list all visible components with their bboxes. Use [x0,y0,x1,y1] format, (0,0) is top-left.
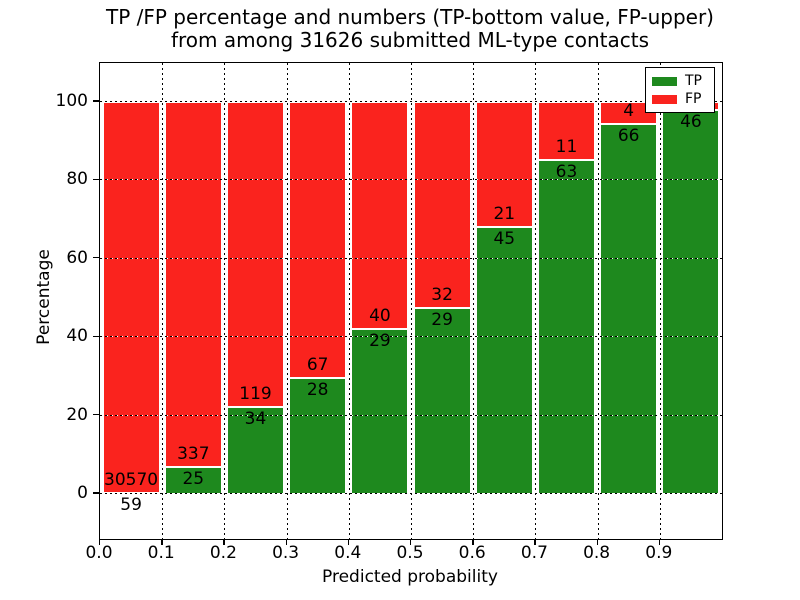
bar-segment-tp [662,110,720,494]
bar-label-tp: 29 [431,309,453,330]
y-tick [93,257,99,259]
bar-segment-fp [227,102,284,407]
gridline-v [224,63,226,539]
x-tick-label: 0.1 [147,543,175,563]
x-tick [285,539,287,545]
gridline-v [286,63,288,539]
gridline-v [162,63,164,539]
bar-label-tp: 34 [244,408,267,429]
bar-segment-fp [102,102,160,493]
y-tick-label: 20 [66,404,88,425]
y-tick [93,492,99,494]
chart-title-line1: TP /FP percentage and numbers (TP-bottom… [106,5,714,29]
gridline-v [348,63,350,539]
bar-label-tp: 29 [369,331,391,352]
bar-label-fp: 67 [306,355,329,376]
bar-segment-tp [538,160,595,494]
bar-segment-tp [351,329,409,494]
bar-label-fp: 337 [177,443,210,464]
x-tick [161,539,163,545]
bar-label-tp: 45 [493,228,516,249]
y-tick-label: 40 [66,326,88,347]
x-tick [472,539,474,545]
x-tick [658,539,661,545]
x-tick-label: 0.8 [583,543,611,563]
x-tick-label: 0.5 [396,543,424,563]
bar-label-fp: 40 [369,306,391,327]
x-tick [596,539,598,545]
y-tick [93,335,99,337]
x-tick-label: 0.6 [458,543,486,563]
x-tick [99,539,101,545]
bar-segment-tp [475,226,533,494]
gridline-v [659,63,661,539]
x-tick [410,539,412,545]
bar-segment-fp [289,102,347,379]
bar-segment-fp [600,102,658,125]
bar-segment-fp [413,102,471,308]
fp-color-swatch [652,94,677,104]
x-tick [223,539,225,545]
y-tick-label: 80 [66,169,88,190]
x-tick-label: 0.2 [209,543,237,563]
legend-item-tp: TP [652,74,708,88]
x-tick [534,539,536,545]
bar-segment-tp [227,406,284,494]
bar-label-tp: 66 [617,126,640,147]
bar-label-tp: 63 [555,162,578,183]
bar-label-fp: 4 [623,101,635,122]
x-tick-label: 0.9 [645,543,673,563]
bar-label-tp: 28 [306,380,329,401]
legend-item-fp: FP [652,92,708,106]
bar-segment-fp [538,102,595,161]
y-tick [93,413,99,416]
bar-label-fp: 30570 [104,470,159,490]
bar-segment-fp [475,102,533,227]
gridline-v [535,63,537,539]
x-tick-label: 0.0 [85,543,113,563]
gridline-v [473,63,475,539]
gridline-v [597,63,599,539]
bar-segment-fp [351,102,409,330]
bar-label-tp: 46 [680,112,702,133]
bar-segment-fp [164,102,222,467]
gridline-v [411,63,412,539]
legend-label-tp: TP [685,73,702,89]
x-axis-label: Predicted probability [322,567,498,587]
y-tick-label: 0 [77,483,88,503]
tp-color-swatch [652,76,677,86]
bar-label-tp: 25 [182,468,205,489]
legend-label-fp: FP [685,91,702,107]
y-tick [93,178,99,181]
bar-segment-tp [289,378,347,494]
bar-segment-tp [600,124,658,494]
x-tick-label: 0.7 [520,543,548,563]
bar-label-fp: 11 [555,137,578,158]
x-tick-label: 0.3 [272,543,300,563]
y-tick-label: 100 [55,91,88,111]
bar-label-fp: 21 [493,203,516,224]
bar-label-tp: 59 [120,495,142,515]
y-tick-label: 60 [66,247,88,268]
bar-label-fp: 119 [239,383,272,404]
x-tick-label: 0.4 [334,543,362,563]
chart-title-line2: from among 31626 submitted ML-type conta… [170,28,650,52]
bar-label-fp: 32 [431,284,453,305]
plot-area: 30570 59 337 25 119 34 67 28 40 29 32 29 21 45 11 63 4 66… [99,62,723,540]
x-tick [347,539,350,545]
y-tick [93,100,99,102]
legend: TP FP [645,67,715,113]
